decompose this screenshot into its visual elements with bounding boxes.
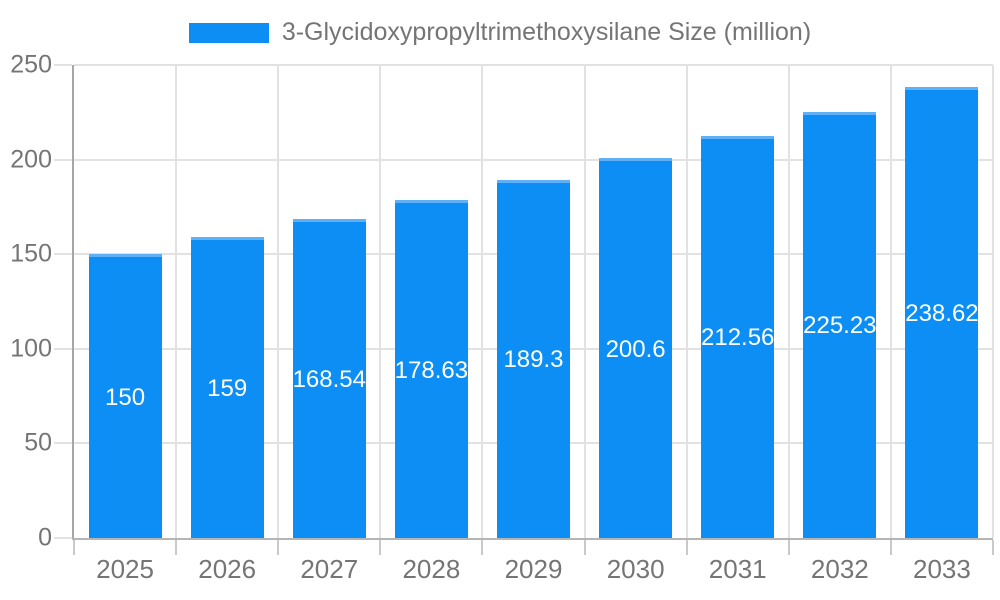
y-axis-tick [54, 537, 72, 539]
bar[interactable]: 150 [88, 254, 162, 538]
x-axis-tick [685, 540, 688, 555]
bar-value-label: 212.56 [701, 324, 775, 352]
bar-value-label: 189.3 [503, 346, 564, 374]
y-axis-tick [54, 253, 72, 256]
gridline-vertical [277, 65, 280, 538]
y-axis-line [72, 65, 74, 540]
gridline-vertical [685, 65, 688, 538]
bar[interactable]: 238.62 [905, 86, 979, 538]
bar[interactable]: 189.3 [496, 179, 570, 538]
x-tick-label: 2031 [708, 554, 767, 584]
gridline-vertical [481, 65, 484, 538]
gridline-vertical [889, 65, 892, 538]
x-tick-label: 2027 [300, 554, 359, 584]
x-axis-tick [73, 540, 75, 555]
bar[interactable]: 200.6 [599, 158, 673, 538]
y-axis-tick [54, 64, 72, 66]
bar[interactable]: 212.56 [701, 135, 775, 538]
x-axis-tick [889, 540, 892, 555]
bar-value-label: 168.54 [292, 366, 366, 394]
y-axis-tick [54, 442, 72, 445]
legend-swatch [188, 22, 269, 43]
x-tick-label: 2033 [913, 554, 971, 584]
bar[interactable]: 178.63 [395, 200, 468, 538]
x-axis-tick [481, 540, 484, 555]
gridline-horizontal [74, 158, 993, 161]
gridline-horizontal [74, 64, 993, 66]
bar-value-label: 178.63 [394, 356, 469, 384]
bar-value-label: 225.23 [803, 312, 877, 340]
x-axis-tick [379, 540, 382, 555]
plot-area: 0 50 100 150 200 250 150 2025 159 2026 168.54 2027 1… [10, 52, 994, 582]
legend-label: 3-Glycidoxypropyltrimethoxysilane Size (… [281, 18, 812, 46]
gridline-vertical [583, 65, 586, 538]
bar[interactable]: 168.54 [293, 219, 366, 538]
y-tick-label: 250 [10, 50, 52, 79]
x-tick-label: 2028 [402, 554, 461, 584]
legend[interactable]: 3-Glycidoxypropyltrimethoxysilane Size (… [0, 18, 1000, 47]
x-tick-label: 2029 [504, 554, 563, 584]
x-axis-tick [583, 540, 586, 555]
x-tick-label: 2032 [810, 554, 869, 584]
y-tick-label: 0 [38, 523, 52, 552]
x-tick-label: 2025 [96, 554, 154, 584]
y-tick-label: 50 [24, 428, 52, 457]
bar[interactable]: 159 [190, 237, 264, 538]
gridline-vertical [992, 65, 994, 538]
bar-value-label: 200.6 [605, 335, 666, 363]
y-tick-label: 100 [10, 334, 52, 363]
x-axis-tick [175, 540, 178, 555]
y-tick-label: 150 [10, 239, 52, 268]
x-tick-label: 2030 [606, 554, 665, 584]
x-axis-tick [992, 540, 994, 555]
x-tick-label: 2026 [198, 554, 257, 584]
bar-value-label: 238.62 [905, 299, 979, 327]
y-axis-tick [54, 347, 72, 350]
y-tick-label: 200 [10, 145, 52, 174]
gridline-vertical [379, 65, 382, 538]
gridline-vertical [175, 65, 178, 538]
gridline-vertical [787, 65, 790, 538]
bar-value-label: 150 [105, 383, 146, 411]
bar-value-label: 159 [207, 375, 248, 403]
y-axis-tick [54, 158, 72, 161]
x-axis-tick [277, 540, 280, 555]
x-axis-line [72, 538, 993, 540]
bar[interactable]: 225.23 [803, 111, 877, 538]
x-axis-tick [787, 540, 790, 555]
